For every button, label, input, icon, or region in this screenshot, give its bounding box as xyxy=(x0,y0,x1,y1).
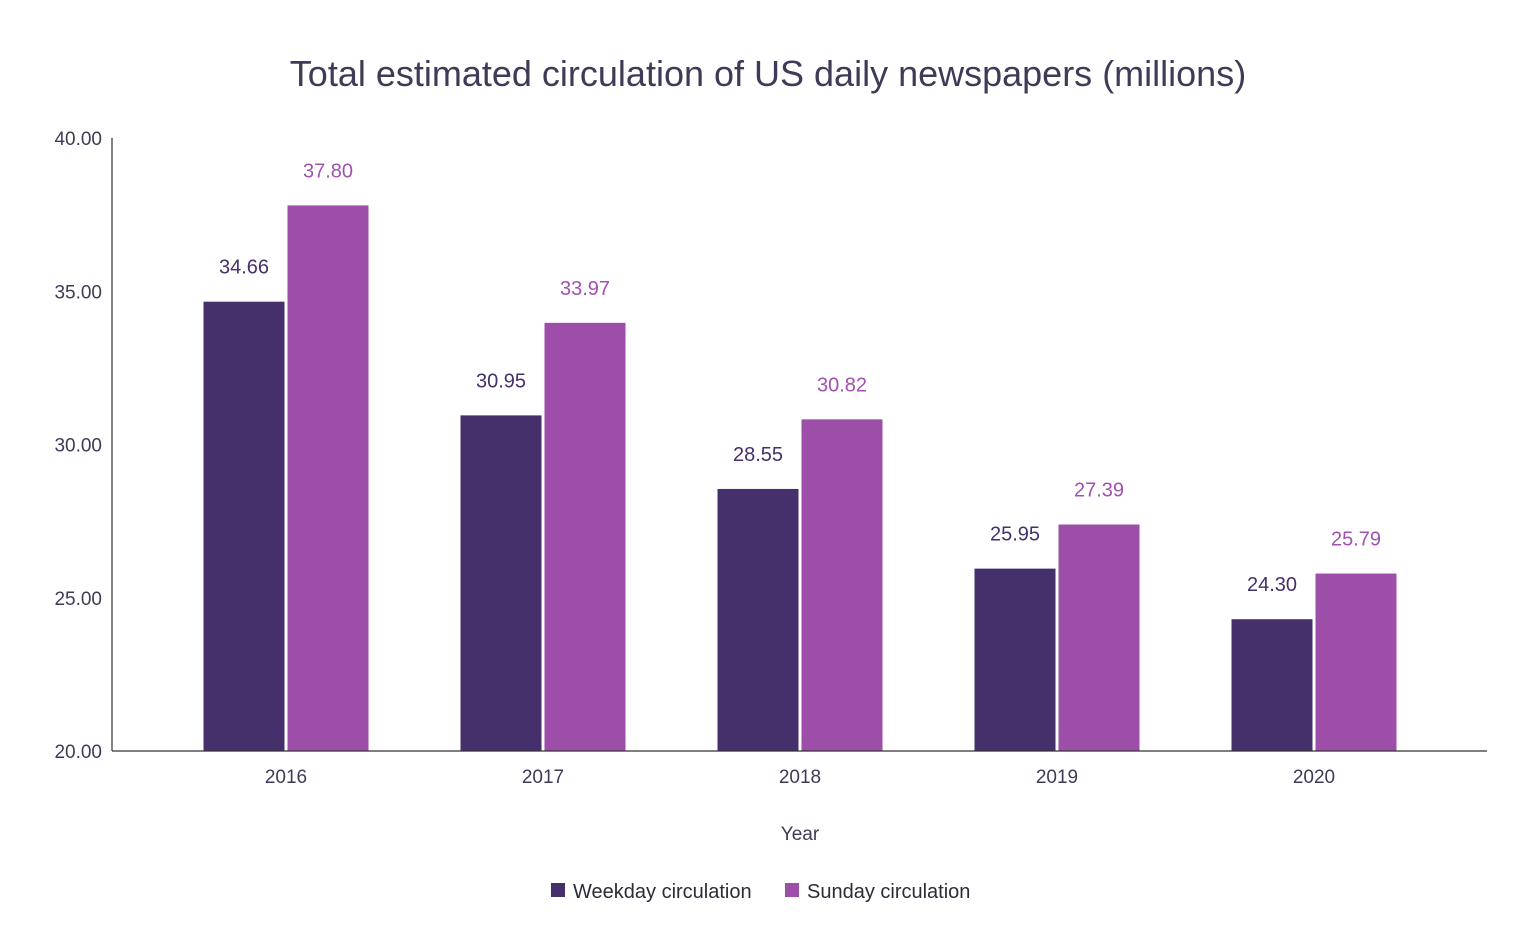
legend-label: Sunday circulation xyxy=(807,881,970,903)
bar-sunday-2020 xyxy=(1315,573,1397,751)
bar-sunday-2016 xyxy=(287,205,369,751)
data-label: 27.39 xyxy=(1074,479,1124,501)
x-tick-label: 2018 xyxy=(779,767,821,788)
data-label: 24.30 xyxy=(1247,574,1297,596)
y-tick-label: 30.00 xyxy=(54,436,102,457)
y-tick-label: 25.00 xyxy=(54,589,102,610)
x-tick-label: 2016 xyxy=(265,767,307,788)
y-tick-label: 20.00 xyxy=(54,742,102,763)
chart-title: Total estimated circulation of US daily … xyxy=(290,53,1246,94)
x-axis-title: Year xyxy=(781,824,820,845)
data-label: 28.55 xyxy=(733,444,783,466)
bar-sunday-2017 xyxy=(544,322,626,751)
bar-sunday-2018 xyxy=(801,419,883,751)
y-tick-label: 40.00 xyxy=(54,129,102,150)
data-label: 25.79 xyxy=(1331,529,1381,551)
data-label: 25.95 xyxy=(990,524,1040,546)
bar-weekday-2019 xyxy=(974,568,1056,751)
data-label: 37.80 xyxy=(303,160,353,182)
data-label: 30.82 xyxy=(817,374,867,396)
bar-weekday-2016 xyxy=(203,301,285,751)
bar-sunday-2019 xyxy=(1058,524,1140,751)
bar-weekday-2018 xyxy=(717,488,799,751)
bar-weekday-2017 xyxy=(460,415,542,751)
data-label: 33.97 xyxy=(560,278,610,300)
data-label: 30.95 xyxy=(476,370,526,392)
legend-swatch xyxy=(785,883,799,897)
data-label: 34.66 xyxy=(219,257,269,279)
y-tick-label: 35.00 xyxy=(54,282,102,303)
x-tick-label: 2020 xyxy=(1293,767,1335,788)
legend-label: Weekday circulation xyxy=(573,881,752,903)
x-tick-label: 2019 xyxy=(1036,767,1078,788)
legend-swatch xyxy=(551,883,565,897)
bar-weekday-2020 xyxy=(1231,619,1313,751)
x-tick-label: 2017 xyxy=(522,767,564,788)
